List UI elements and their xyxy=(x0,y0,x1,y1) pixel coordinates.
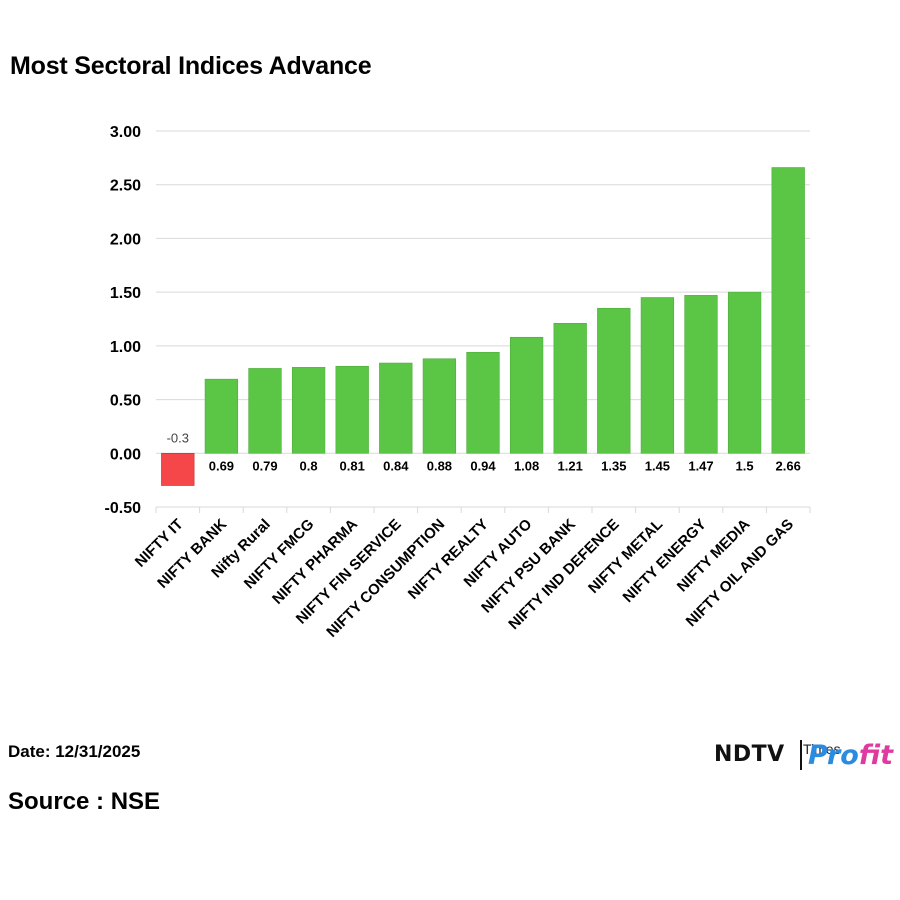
value-label: 1.35 xyxy=(601,458,626,473)
value-label: 0.88 xyxy=(427,458,452,473)
value-label: 1.47 xyxy=(688,458,713,473)
y-tick-label: 2.00 xyxy=(110,231,141,248)
logo-times-text: Times xyxy=(803,741,841,757)
bar-nifty-bank xyxy=(204,378,239,454)
source-label: Source : NSE xyxy=(8,788,161,815)
value-label: 0.84 xyxy=(383,458,409,473)
value-label: 0.79 xyxy=(252,458,277,473)
bar-nifty-ind-defence xyxy=(597,307,631,454)
bar-nifty-media xyxy=(727,291,762,454)
bar-nifty-realty xyxy=(466,352,500,454)
bar-nifty-pharma xyxy=(335,365,369,454)
value-label: 1.45 xyxy=(645,458,670,473)
y-tick-label: 3.00 xyxy=(110,124,141,141)
date-label: Date: 12/31/2025 xyxy=(8,742,141,761)
value-label: 0.69 xyxy=(209,458,234,473)
value-label: 2.66 xyxy=(776,458,801,473)
ndtv-profit-logo: NDTV Times Profit xyxy=(714,738,894,774)
bar-nifty-oil-and-gas xyxy=(771,167,805,454)
y-tick-label: 2.50 xyxy=(110,178,141,195)
value-label: -0.3 xyxy=(167,430,189,445)
bar-nifty-metal xyxy=(640,297,675,454)
bar-nifty-energy xyxy=(684,295,718,454)
value-label: 1.5 xyxy=(736,458,754,473)
bar-nifty-psu-bank xyxy=(553,322,587,454)
logo-profit-text: Profit xyxy=(808,740,893,771)
value-label: 1.08 xyxy=(514,458,539,473)
value-label: 0.8 xyxy=(300,458,318,473)
y-tick-label: 0.50 xyxy=(110,393,141,410)
bar-nifty-fmcg xyxy=(291,367,326,454)
y-tick-label: -0.50 xyxy=(105,500,142,517)
value-label: 0.94 xyxy=(470,458,496,473)
bar-nifty-it xyxy=(161,452,195,486)
bar-nifty-rural xyxy=(248,368,282,454)
chart-title: Most Sectoral Indices Advance xyxy=(10,52,372,80)
bar-nifty-consumption xyxy=(422,358,457,454)
bar-nifty-auto xyxy=(509,336,544,454)
y-tick-label: 0.00 xyxy=(110,446,141,463)
y-tick-label: 1.50 xyxy=(110,285,141,302)
y-tick-label: 1.00 xyxy=(110,339,141,356)
bar-nifty-fin-service xyxy=(379,362,413,454)
bar-layer xyxy=(161,167,805,486)
value-label: 1.21 xyxy=(558,458,583,473)
logo-ndtv-text: NDTV xyxy=(714,742,785,767)
value-label: 0.81 xyxy=(340,458,365,473)
logo-divider xyxy=(800,740,802,770)
